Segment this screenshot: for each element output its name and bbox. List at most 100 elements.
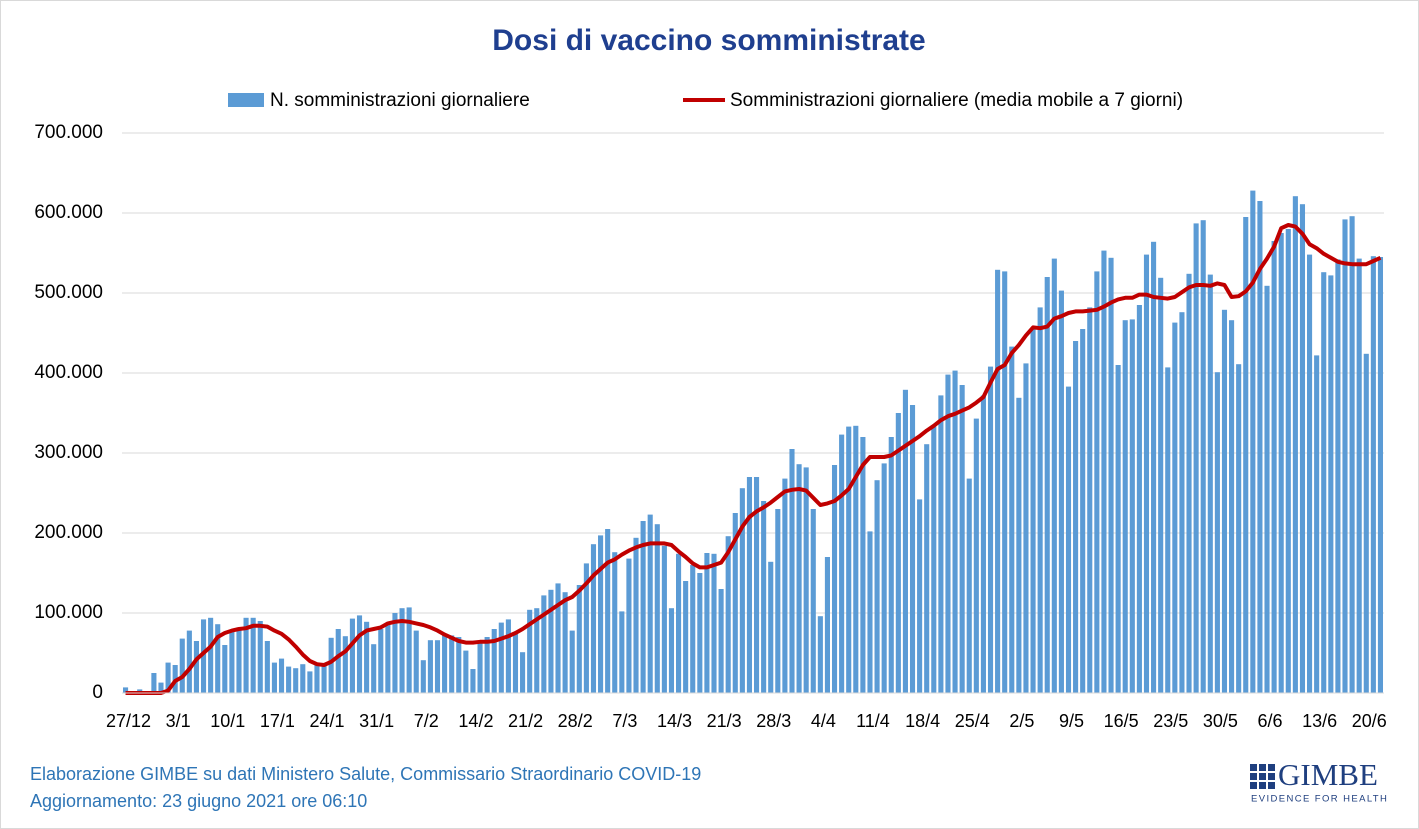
x-tick-label: 17/1	[260, 711, 295, 731]
bar	[1179, 312, 1185, 693]
bar	[392, 613, 398, 693]
bar	[1115, 365, 1121, 693]
bar	[470, 669, 476, 693]
bar	[1065, 386, 1072, 693]
bar	[633, 537, 639, 693]
x-tick-label: 31/1	[359, 711, 394, 731]
y-tick-label: 200.000	[34, 522, 103, 543]
legend-swatch	[228, 93, 264, 107]
bar	[222, 645, 228, 693]
bar	[1044, 277, 1050, 693]
bar	[711, 553, 717, 693]
bar	[583, 563, 589, 693]
bar	[824, 557, 830, 693]
bar	[449, 635, 455, 693]
x-tick-label: 23/5	[1153, 711, 1188, 731]
bar	[342, 636, 348, 693]
bar	[1122, 320, 1128, 693]
bar	[746, 477, 753, 693]
bar	[286, 666, 292, 693]
bar	[697, 573, 703, 693]
x-tick-label: 6/6	[1258, 711, 1283, 731]
bar	[165, 662, 171, 693]
bar	[484, 637, 490, 693]
bar	[1200, 220, 1206, 693]
bar	[1278, 233, 1284, 693]
bar	[980, 395, 986, 693]
bar	[938, 395, 944, 693]
bar	[186, 630, 192, 693]
bar	[605, 529, 611, 693]
bar	[1158, 277, 1164, 693]
bar	[541, 595, 547, 693]
bar	[874, 480, 880, 693]
footer-updated: Aggiornamento: 23 giugno 2021 ore 06:10	[30, 791, 367, 811]
bar	[888, 437, 894, 693]
x-tick-label: 20/6	[1352, 711, 1387, 731]
bar	[307, 671, 313, 693]
bar	[179, 638, 185, 693]
bar	[385, 622, 391, 693]
bar	[1151, 241, 1157, 694]
bar	[442, 635, 448, 693]
bar	[555, 583, 561, 693]
bar	[668, 608, 675, 693]
bar	[158, 682, 164, 693]
bar	[1193, 223, 1199, 693]
logo-tagline: EVIDENCE FOR HEALTH	[1251, 794, 1388, 805]
bar	[1335, 259, 1341, 693]
bar	[371, 644, 377, 693]
bar	[1377, 257, 1384, 693]
x-tick-label: 10/1	[210, 711, 245, 731]
bar	[973, 418, 979, 693]
x-tick-label: 11/4	[856, 711, 890, 731]
bar	[413, 630, 419, 693]
bar	[831, 465, 838, 693]
bar	[1080, 329, 1086, 693]
bar	[704, 553, 710, 693]
bar	[725, 536, 731, 693]
bar	[1328, 275, 1334, 693]
bar	[300, 664, 306, 693]
bar	[952, 370, 958, 693]
bar	[1136, 305, 1142, 693]
bar	[1087, 307, 1093, 693]
bar	[1037, 307, 1043, 693]
bar	[229, 630, 235, 693]
bar	[1186, 273, 1192, 693]
bar	[278, 658, 285, 693]
x-tick-label: 7/3	[612, 711, 637, 731]
bar	[789, 449, 795, 693]
bar	[1030, 327, 1036, 693]
x-tick-label: 24/1	[310, 711, 345, 731]
logo-icon	[1250, 764, 1275, 789]
bar	[853, 425, 859, 693]
bar	[250, 617, 256, 693]
x-tick-label: 13/6	[1302, 711, 1337, 731]
bar	[931, 426, 937, 693]
bar	[1221, 309, 1228, 693]
x-tick-label: 14/2	[458, 711, 493, 731]
bar	[810, 509, 816, 693]
y-tick-label: 600.000	[34, 202, 103, 223]
bar	[399, 608, 405, 693]
bar	[208, 617, 214, 693]
x-tick-label: 4/4	[811, 711, 836, 731]
line	[125, 223, 1382, 695]
bar	[1342, 219, 1348, 693]
bar	[1349, 216, 1355, 693]
bar	[959, 385, 965, 693]
bar	[512, 632, 519, 693]
bar	[1214, 372, 1220, 693]
x-tick-label: 28/3	[756, 711, 791, 731]
x-tick-label: 7/2	[414, 711, 439, 731]
bar	[590, 544, 597, 693]
bar	[215, 624, 221, 693]
bar	[902, 389, 908, 693]
footer-source: Elaborazione GIMBE su dati Ministero Sal…	[30, 764, 701, 784]
x-tick-label: 3/1	[166, 711, 191, 731]
bar	[1051, 258, 1057, 693]
bar	[895, 413, 901, 693]
bar	[520, 652, 526, 693]
x-tick-label: 14/3	[657, 711, 692, 731]
